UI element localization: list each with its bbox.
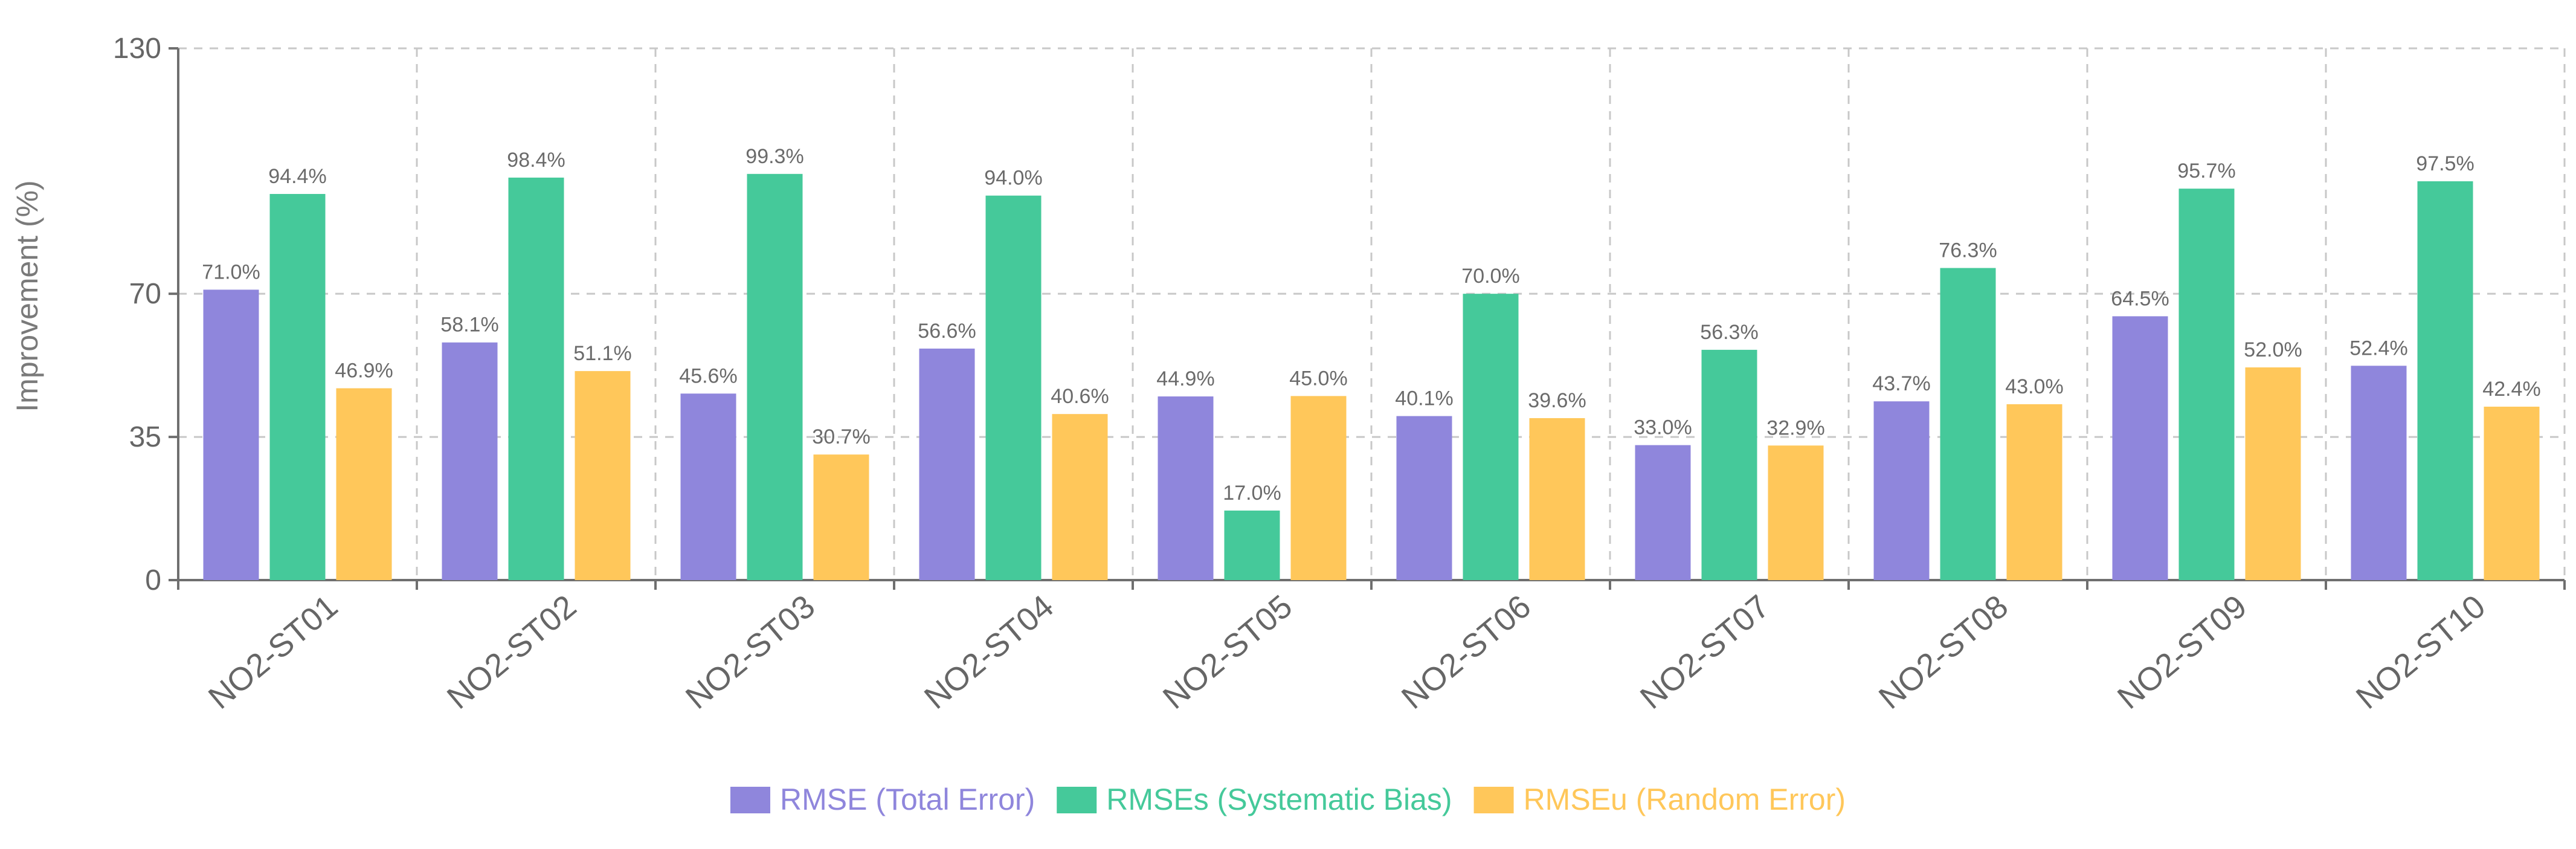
bar-no2-st07-series-2	[1701, 349, 1757, 580]
bar-no2-st05-series-2	[1224, 510, 1280, 580]
data-label: 42.4%	[2482, 378, 2540, 401]
bar-no2-st10-series-1	[2351, 366, 2407, 580]
bar-no2-st10-series-3	[2484, 406, 2540, 580]
bar-no2-st08-series-2	[1940, 268, 1996, 580]
y-axis-title: Improvement (%)	[10, 180, 44, 412]
legend-item-label[interactable]: RMSEs (Systematic Bias)	[1106, 783, 1452, 816]
legend-swatch[interactable]	[1473, 787, 1514, 813]
bar-no2-st10-series-2	[2417, 181, 2473, 580]
bar-no2-st02-series-2	[508, 177, 564, 580]
data-label: 44.9%	[1156, 367, 1214, 390]
data-label: 97.5%	[2416, 152, 2474, 175]
bar-no2-st03-series-2	[747, 173, 803, 580]
data-label: 56.3%	[1700, 321, 1758, 344]
legend-swatch[interactable]	[730, 787, 770, 813]
x-tick-label: NO2-ST02	[440, 588, 583, 716]
bar-no2-st06-series-2	[1463, 294, 1519, 580]
legend-item-label[interactable]: RMSE (Total Error)	[780, 783, 1035, 816]
data-label: 33.0%	[1634, 416, 1692, 439]
bar-no2-st06-series-3	[1529, 418, 1585, 580]
label-layer: 71.0% 94.4% 46.9% 58.1% 98.4% 51.1% 45.6% 99.3%…	[202, 145, 2540, 505]
data-label: 58.1%	[440, 314, 498, 337]
data-label: 95.7%	[2177, 160, 2235, 182]
bar-no2-st09-series-3	[2245, 367, 2301, 580]
data-label: 99.3%	[745, 145, 803, 168]
bar-no2-st03-series-1	[680, 393, 736, 580]
data-label: 45.6%	[679, 364, 737, 387]
bar-no2-st05-series-1	[1158, 396, 1214, 580]
bar-no2-st07-series-1	[1635, 445, 1691, 580]
bar-no2-st01-series-3	[336, 388, 392, 580]
bar-no2-st07-series-3	[1768, 445, 1824, 580]
data-label: 32.9%	[1766, 416, 1824, 439]
x-tick-label: NO2-ST06	[1395, 588, 1538, 716]
x-tick-label: NO2-ST04	[918, 588, 1060, 716]
legend-swatch[interactable]	[1057, 787, 1097, 813]
data-label: 64.5%	[2111, 287, 2169, 310]
data-label: 52.0%	[2244, 338, 2302, 361]
data-label: 43.0%	[2005, 375, 2063, 398]
x-tick-label: NO2-ST09	[2111, 588, 2253, 716]
data-label: 40.6%	[1051, 385, 1109, 408]
data-label: 56.6%	[918, 320, 976, 343]
x-tick-label: NO2-ST10	[2349, 588, 2492, 716]
bar-layer	[203, 173, 2540, 581]
data-label: 71.0%	[202, 260, 260, 283]
data-label: 98.4%	[507, 149, 565, 172]
y-tick-label: 0	[145, 564, 161, 596]
bar-no2-st06-series-1	[1396, 416, 1452, 580]
bar-no2-st01-series-1	[203, 289, 259, 580]
x-tick-label: NO2-ST05	[1156, 588, 1299, 716]
x-tick-label: NO2-ST03	[679, 588, 822, 716]
bar-no2-st04-series-1	[919, 348, 975, 580]
x-tick-label: NO2-ST01	[202, 588, 344, 716]
data-label: 30.7%	[812, 425, 870, 448]
y-tick-label: 70	[129, 278, 161, 310]
data-label: 94.4%	[268, 165, 326, 188]
data-label: 46.9%	[335, 360, 393, 383]
data-label: 39.6%	[1528, 389, 1586, 412]
data-label: 94.0%	[984, 167, 1042, 190]
data-label: 43.7%	[1872, 372, 1930, 395]
bar-no2-st08-series-3	[2006, 404, 2062, 580]
legend-item-label[interactable]: RMSEu (Random Error)	[1524, 783, 1846, 816]
y-tick-label: 35	[129, 421, 161, 453]
data-label: 51.1%	[573, 342, 631, 365]
data-label: 40.1%	[1395, 387, 1453, 410]
legend: RMSE (Total Error) RMSEs (Systematic Bias…	[730, 783, 1846, 816]
bar-no2-st09-series-1	[2112, 316, 2168, 580]
y-tick-label: 130	[113, 33, 161, 65]
bar-no2-st01-series-2	[269, 193, 326, 580]
bar-no2-st04-series-3	[1052, 414, 1108, 580]
data-label: 52.4%	[2349, 337, 2407, 360]
bar-no2-st08-series-1	[1873, 401, 1930, 580]
x-tick-label: NO2-ST08	[1872, 588, 2015, 716]
bar-no2-st04-series-2	[985, 195, 1042, 580]
bar-no2-st03-series-3	[813, 454, 869, 580]
bar-no2-st02-series-1	[442, 342, 498, 580]
bar-no2-st05-series-3	[1290, 396, 1347, 580]
data-label: 76.3%	[1939, 239, 1997, 262]
data-label: 45.0%	[1289, 367, 1347, 390]
bar-no2-st09-series-2	[2178, 189, 2235, 581]
x-tick-label: NO2-ST07	[1634, 588, 1776, 716]
bar-no2-st02-series-3	[575, 371, 631, 580]
data-label: 17.0%	[1223, 482, 1281, 505]
data-label: 70.0%	[1461, 265, 1519, 288]
